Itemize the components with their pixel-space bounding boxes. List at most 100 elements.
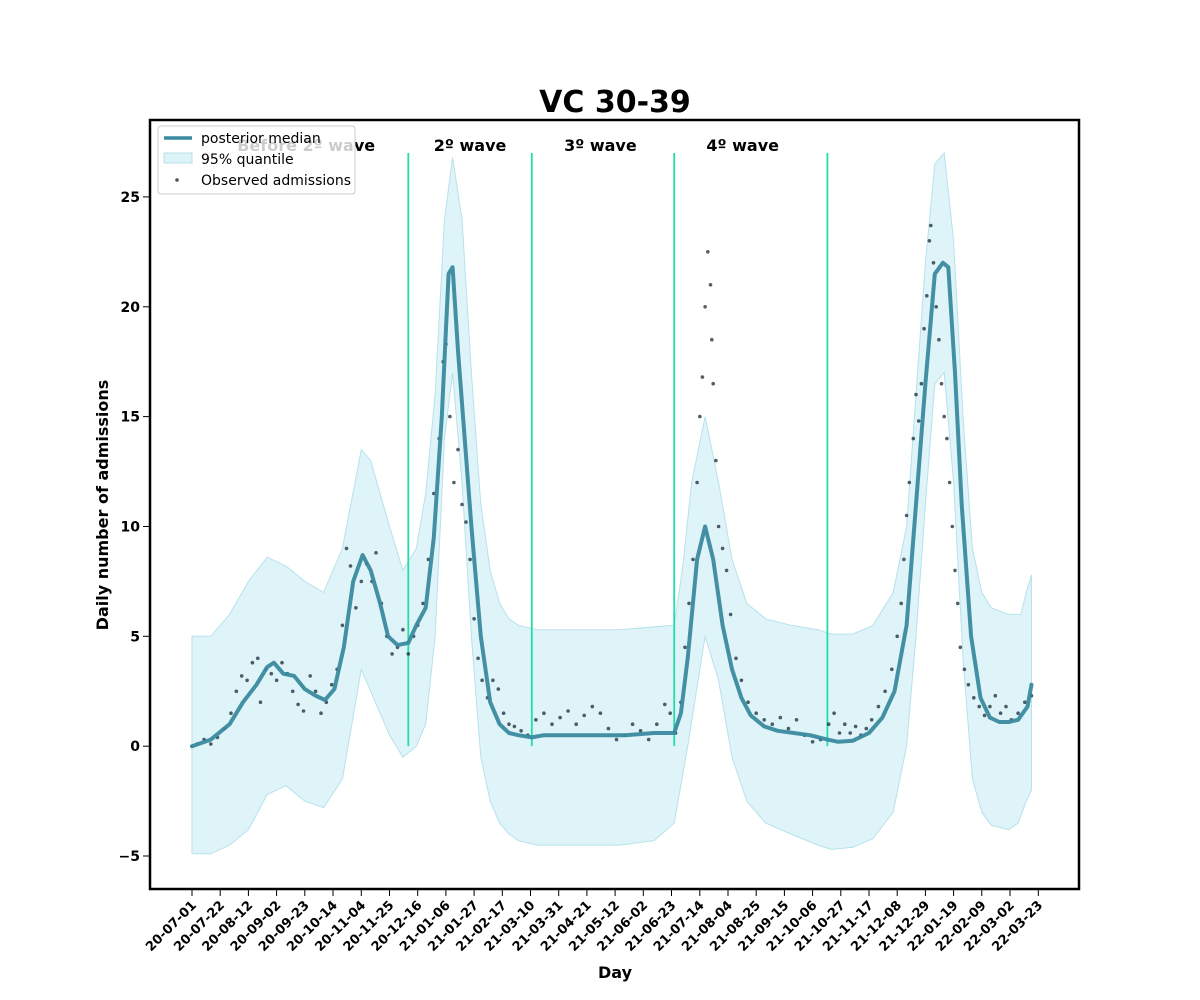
observed-point-146: [950, 524, 955, 529]
observed-point-9: [245, 678, 249, 683]
observed-point-51: [456, 447, 460, 452]
observed-point-117: [843, 722, 847, 726]
observed-point-61: [501, 711, 506, 715]
y-tick-label-4: 15: [121, 410, 140, 426]
observed-point-10: [250, 660, 255, 665]
observed-point-147: [953, 568, 957, 573]
observed-point-143: [942, 414, 946, 419]
observed-point-25: [329, 682, 334, 687]
observed-point-132: [914, 392, 918, 397]
observed-point-60: [496, 687, 501, 691]
observed-point-81: [655, 722, 659, 726]
observed-point-108: [778, 715, 783, 720]
observed-point-149: [958, 645, 963, 650]
observed-point-144: [945, 436, 949, 441]
observed-point-99: [720, 546, 725, 551]
plot-frame: [148, 118, 1081, 891]
legend-points-label: Observed admissions: [201, 173, 351, 189]
observed-point-83: [668, 711, 672, 715]
y-tick-label-0: −5: [119, 849, 140, 865]
observed-point-19: [296, 702, 300, 707]
observed-point-73: [590, 704, 595, 709]
observed-point-109: [786, 726, 791, 731]
observed-point-154: [982, 713, 987, 718]
observed-point-134: [919, 381, 924, 386]
observed-point-76: [614, 737, 619, 742]
observed-point-115: [832, 711, 836, 715]
observed-point-31: [359, 579, 364, 584]
observed-point-43: [421, 601, 425, 606]
observed-point-119: [853, 724, 858, 729]
observed-point-62: [507, 722, 511, 726]
observed-point-103: [739, 678, 744, 683]
observed-point-142: [939, 381, 944, 386]
legend: posterior median 95% quantile Observed a…: [157, 125, 356, 195]
observed-point-96: [711, 381, 715, 386]
observed-point-57: [480, 678, 484, 683]
y-tick-label-1: 0: [130, 739, 140, 755]
observed-point-74: [598, 711, 603, 715]
observed-point-56: [476, 656, 480, 661]
observed-point-82: [663, 702, 667, 707]
observed-point-78: [630, 722, 635, 726]
observed-point-161: [1023, 700, 1027, 704]
observed-point-93: [706, 250, 710, 254]
y-axis-label: Daily number of admissions: [93, 380, 112, 631]
observed-point-133: [916, 419, 921, 423]
observed-point-160: [1016, 711, 1020, 715]
observed-point-137: [927, 239, 932, 243]
observed-point-49: [448, 414, 452, 419]
observed-point-87: [687, 601, 691, 606]
observed-point-94: [708, 283, 713, 287]
y-tick-label-2: 5: [130, 629, 140, 645]
observed-point-150: [962, 667, 967, 672]
wave-boundary-layer: [407, 152, 829, 747]
observed-point-100: [724, 568, 729, 573]
x-axis-label: Day: [598, 963, 633, 982]
observed-point-27: [340, 623, 345, 628]
observed-point-66: [534, 718, 538, 722]
observed-point-98: [716, 524, 721, 529]
observed-point-116: [837, 731, 842, 735]
observed-point-92: [703, 305, 707, 309]
observed-point-72: [582, 713, 586, 718]
observed-point-104: [746, 700, 750, 704]
observed-point-16: [280, 660, 284, 665]
observed-point-89: [695, 480, 699, 485]
y-tick-label-5: 20: [121, 300, 141, 316]
observed-point-148: [955, 601, 960, 606]
observed-point-37: [390, 652, 394, 656]
observed-point-90: [698, 414, 702, 419]
observed-point-102: [734, 656, 738, 661]
observed-point-130: [907, 480, 912, 485]
observed-point-139: [931, 261, 936, 265]
wave-label-3: 3º wave: [564, 136, 637, 155]
observed-point-128: [902, 557, 906, 562]
y-axis-ticks: −5 0 5 10 15 20 25: [119, 190, 150, 865]
observed-point-155: [988, 704, 992, 709]
x-axis-ticks: 20-07-0120-07-2220-08-1220-09-0220-09-23…: [143, 889, 1046, 955]
legend-median-label: posterior median: [201, 131, 321, 147]
observed-point-123: [876, 704, 881, 709]
observed-point-20: [301, 709, 306, 713]
wave-label-2: 2º wave: [434, 136, 507, 155]
observed-point-95: [710, 337, 714, 342]
observed-point-54: [468, 557, 472, 562]
observed-point-12: [258, 700, 263, 704]
observed-point-114: [826, 722, 831, 726]
y-tick-label-3: 10: [121, 520, 141, 536]
observed-point-7: [234, 689, 239, 694]
y-tick-label-6: 25: [121, 190, 140, 206]
observed-point-152: [972, 696, 976, 700]
legend-band-label: 95% quantile: [201, 152, 294, 168]
observed-point-138: [929, 223, 933, 228]
observed-point-107: [770, 722, 775, 726]
observed-point-127: [899, 601, 903, 606]
observed-point-105: [754, 711, 758, 715]
observed-point-22: [313, 689, 318, 694]
observed-point-151: [966, 682, 971, 687]
legend-box: [157, 125, 356, 195]
observed-point-69: [558, 715, 562, 720]
observed-point-39: [401, 627, 405, 632]
observed-point-53: [464, 520, 468, 524]
